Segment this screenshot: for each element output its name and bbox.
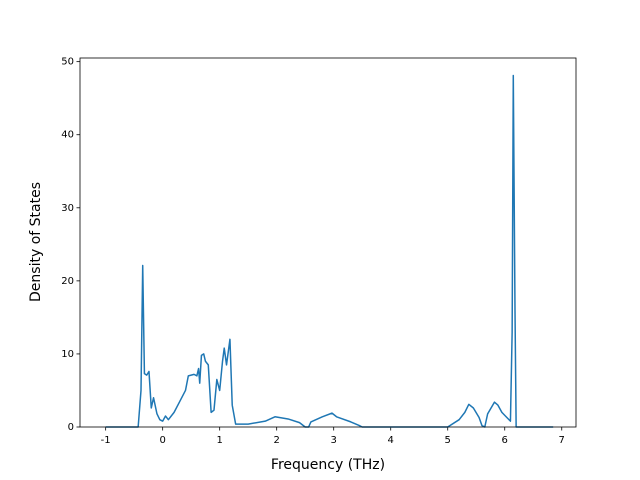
x-tick-label: -1 [101,435,111,446]
y-tick-label: 20 [61,276,74,287]
data-line [105,74,554,428]
x-tick-label: 2 [274,435,280,446]
y-tick-label: 40 [61,130,74,141]
x-tick-label: 1 [216,435,222,446]
x-tick-label: 0 [159,435,165,446]
y-axis-label: Density of States [28,182,44,302]
y-tick-label: 30 [61,203,74,214]
y-tick-label: 0 [68,422,74,433]
x-tick-label: 5 [445,435,451,446]
x-tick-label: 3 [331,435,337,446]
y-tick-label: 10 [61,349,74,360]
x-tick-label: 4 [388,435,394,446]
x-tick-label: 7 [559,435,565,446]
y-tick-label: 50 [61,57,74,68]
x-tick-label: 6 [502,435,508,446]
plot-frame [79,57,577,428]
x-axis-label: Frequency (THz) [271,457,385,473]
